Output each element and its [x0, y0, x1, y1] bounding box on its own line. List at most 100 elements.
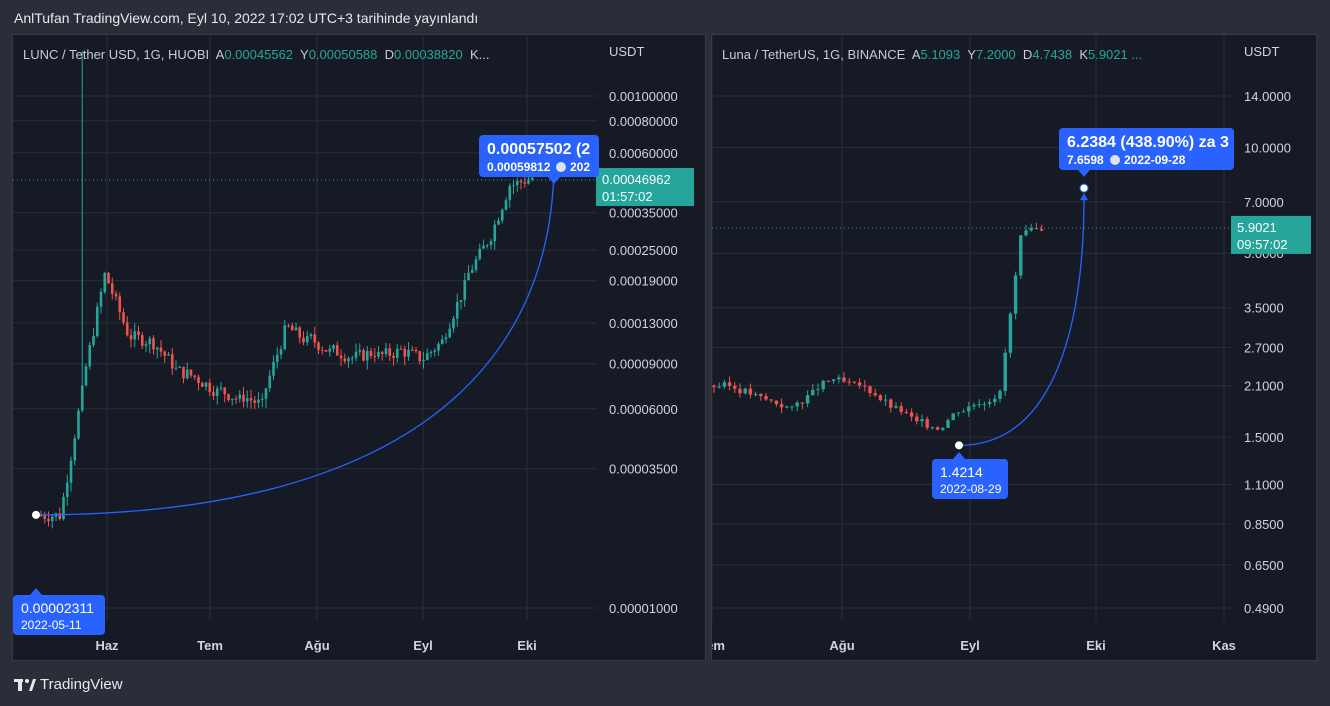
countdown-timer: 01:57:02 [602, 189, 653, 204]
candle-body [47, 518, 50, 522]
candle-body [455, 301, 459, 319]
candle-body [821, 380, 825, 390]
legend-y-label: Y [300, 47, 309, 62]
candle-body [58, 513, 62, 519]
candle-body [519, 180, 523, 183]
legend-a-value: 5.1093 [920, 47, 961, 62]
callout-top-sub-value: 7.6598 [1067, 153, 1104, 167]
y-axis-unit: USDT [1244, 44, 1279, 59]
candle-body [369, 350, 373, 356]
candle-body [110, 283, 114, 294]
candle-body [350, 357, 354, 359]
y-tick-label: 0.00025000 [609, 243, 678, 258]
candle-body [878, 395, 883, 401]
candle-body [118, 296, 122, 313]
y-tick-label: 1.5000 [1244, 430, 1284, 445]
candle-body [925, 419, 929, 428]
y-tick-label: 7.0000 [1244, 195, 1284, 210]
candle-body [982, 403, 987, 405]
candle-body [904, 411, 909, 413]
candle-body [380, 352, 384, 354]
candle-body [920, 419, 924, 422]
projection-curve [958, 196, 1085, 446]
legend-a-label: A [911, 47, 921, 62]
callout-top-box [1059, 128, 1234, 170]
candle-body [339, 355, 343, 359]
candle-body [88, 344, 92, 367]
candle-body [219, 387, 223, 389]
candle-body [80, 385, 84, 411]
y-tick-label: 0.8500 [1244, 517, 1284, 532]
legend-d-value: 4.7438 [1032, 47, 1073, 62]
candle-body [335, 345, 339, 356]
candle-body [816, 389, 820, 391]
candle-body [309, 334, 313, 337]
candle-body [868, 386, 872, 394]
legend-y-label: Y [967, 47, 976, 62]
legend-symbol: LUNC / Tether USD, 1G, HUOBI [23, 47, 210, 62]
callout-top-sub-date: 202 [570, 160, 590, 174]
y-tick-label: 0.00060000 [609, 146, 678, 161]
legend-luna: Luna / TetherUS, 1G, BINANCE A5.1093 Y7.… [722, 47, 1142, 62]
y-tick-label: 0.6500 [1244, 558, 1284, 573]
candle-body [515, 180, 519, 186]
candle-body [440, 339, 444, 344]
candle-body [249, 398, 253, 401]
candle-body [759, 393, 763, 397]
chart-canvas-luna[interactable]: USDT14.000010.00007.00005.00003.50002.70… [712, 35, 1318, 662]
candle-body [805, 395, 810, 404]
candle-body [753, 393, 758, 395]
candle-body [1019, 235, 1023, 276]
candle-body [298, 327, 302, 338]
candle-body [482, 245, 485, 249]
candle-body [935, 427, 940, 430]
candle-body [485, 245, 489, 247]
candle-body [826, 380, 831, 382]
candle-body [474, 259, 478, 270]
candle-body [433, 350, 437, 352]
candle-body [452, 318, 455, 329]
candle-body [373, 355, 377, 357]
candle-body [185, 369, 189, 379]
candle-body [287, 325, 290, 327]
candle-body [414, 349, 418, 352]
candle-body [727, 382, 732, 386]
candle-body [883, 399, 888, 401]
candle-body [377, 352, 380, 357]
candle-body [140, 335, 144, 346]
candle-body [253, 400, 257, 403]
candle-body [712, 385, 716, 388]
legend-k-label: K... [469, 47, 490, 62]
callout-bottom-pointer [953, 452, 965, 459]
candle-body [215, 388, 219, 396]
candle-body [133, 331, 137, 340]
candle-body [305, 336, 309, 343]
chart-panel-luna[interactable]: USDT14.000010.00007.00005.00003.50002.70… [711, 34, 1317, 661]
candle-body [283, 325, 287, 350]
candle-body [275, 354, 279, 362]
candle-body [478, 248, 482, 260]
legend-y-value: 7.2000 [975, 47, 1016, 62]
chart-canvas-lunc[interactable]: USDT 0.00100000 0.00080000 0.00060000 0.0003… [13, 35, 707, 662]
last-price-tag [596, 168, 694, 207]
candle-body [1039, 229, 1044, 231]
last-price-value: 5.9021 [1237, 220, 1277, 235]
candle-body [245, 398, 249, 402]
candle-body [470, 269, 474, 273]
x-tick-label: Eyl [413, 638, 433, 653]
candle-body [95, 306, 99, 336]
candle-body [998, 390, 1002, 399]
chart-panel-lunc[interactable]: USDT 0.00100000 0.00080000 0.00060000 0.0003… [12, 34, 706, 661]
y-tick-label: 0.00035000 [609, 206, 678, 221]
legend-k-label: K [1079, 47, 1088, 62]
candle-body [795, 402, 799, 407]
candle-body [508, 185, 512, 201]
candle-body [1024, 230, 1028, 236]
legend-d-value: 0.00038820 [394, 47, 463, 62]
candle-body [92, 335, 95, 345]
candle-body [193, 375, 197, 377]
callout-top-sub-value: 0.00059812 [487, 160, 551, 174]
clock-icon [556, 162, 566, 172]
candle-body [489, 241, 493, 246]
candle-body [717, 386, 721, 388]
